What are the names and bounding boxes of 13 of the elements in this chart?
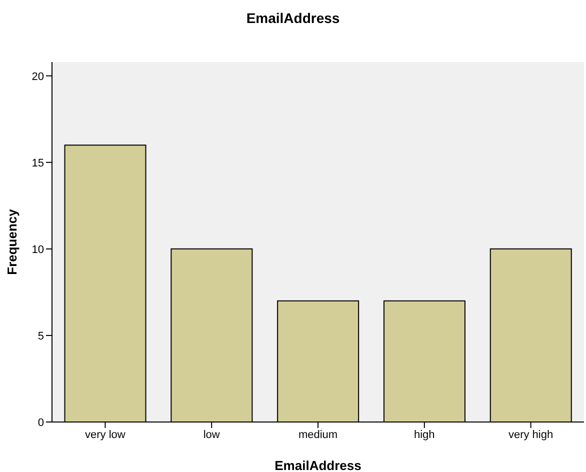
y-axis-title: Frequency xyxy=(4,208,20,275)
x-tick-label: very high xyxy=(508,428,554,441)
x-tick-label: very low xyxy=(85,428,126,441)
x-axis-title: EmailAddress xyxy=(274,458,362,472)
y-tick-label: 15 xyxy=(32,157,44,170)
x-tick-label: low xyxy=(203,428,220,441)
x-tick-label: medium xyxy=(298,428,338,441)
y-tick-label: 20 xyxy=(32,70,44,83)
y-tick-label: 5 xyxy=(38,330,44,342)
y-tick-label: 10 xyxy=(32,244,44,256)
x-tick-label: high xyxy=(414,428,435,441)
y-tick-label: 0 xyxy=(38,416,44,429)
chart-title: EmailAddress xyxy=(245,10,341,26)
